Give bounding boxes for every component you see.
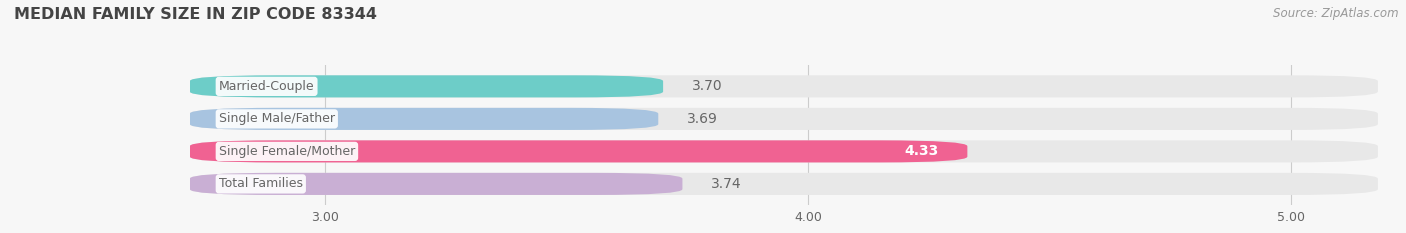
Text: 3.70: 3.70 [692,79,723,93]
FancyBboxPatch shape [190,140,1378,162]
FancyBboxPatch shape [190,173,682,195]
Text: Source: ZipAtlas.com: Source: ZipAtlas.com [1274,7,1399,20]
FancyBboxPatch shape [190,108,1378,130]
FancyBboxPatch shape [190,75,664,97]
Text: 3.69: 3.69 [688,112,718,126]
Text: Single Male/Father: Single Male/Father [219,112,335,125]
Text: Married-Couple: Married-Couple [219,80,315,93]
FancyBboxPatch shape [190,75,1378,97]
Text: 4.33: 4.33 [904,144,938,158]
Text: MEDIAN FAMILY SIZE IN ZIP CODE 83344: MEDIAN FAMILY SIZE IN ZIP CODE 83344 [14,7,377,22]
Text: Total Families: Total Families [219,177,302,190]
FancyBboxPatch shape [190,108,658,130]
Text: Single Female/Mother: Single Female/Mother [219,145,356,158]
FancyBboxPatch shape [190,140,967,162]
FancyBboxPatch shape [190,173,1378,195]
Text: 3.74: 3.74 [711,177,742,191]
